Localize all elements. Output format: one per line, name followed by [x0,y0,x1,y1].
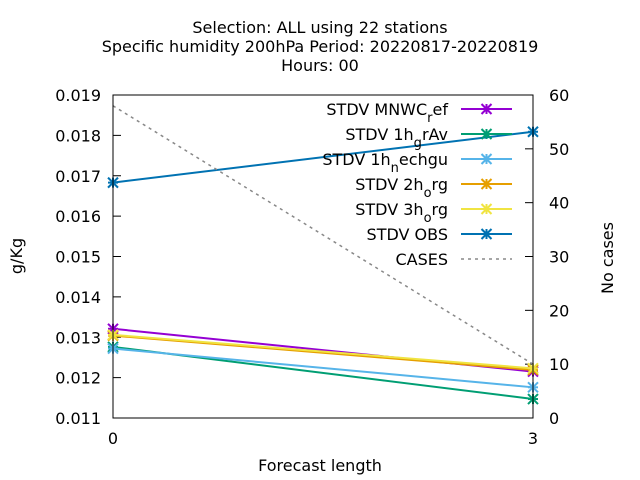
series-line-4 [112,333,534,370]
chart-title-line-1: Selection: ALL using 22 stations [192,18,447,37]
chart-title-line-3: Hours: 00 [281,56,359,75]
legend-label-3: STDV 2horg [355,175,448,201]
series-layer [107,105,539,405]
y-tick-label: 0.012 [55,369,101,388]
y-tick-label: 0.017 [55,167,101,186]
y2-tick-label: 0 [549,409,559,428]
chart-title-line-2: Specific humidity 200hPa Period: 2022081… [102,37,539,56]
legend-label-5: STDV OBS [367,225,448,244]
legend-marker-5 [480,228,493,240]
y2-tick-label: 20 [549,301,569,320]
y-axis-ticks: 0.011 0.012 0.013 0.014 0.015 0.016 0.017 0.018… [55,86,121,428]
series-line-2 [112,347,534,389]
y-axis-label: g/Kg [7,238,26,274]
legend-label-2: STDV 1hnechgu [322,150,448,176]
y-tick-label: 0.014 [55,288,101,307]
legend-label-6: CASES [395,250,448,269]
y-tick-label: 0.018 [55,126,101,145]
legend-marker-2 [480,153,493,165]
y-tick-label: 0.016 [55,207,101,226]
legend-label-0: STDV MNWCref [326,100,448,126]
legend-marker-4 [480,203,493,215]
legend-marker-0 [480,103,493,115]
y2-tick-label: 40 [549,194,569,213]
plot-frame [112,94,534,419]
legend-marker-1 [480,128,493,140]
y2-axis-label: No cases [598,222,617,294]
series-line-5 [112,130,534,184]
legend-marker-3 [480,178,493,190]
legend-label-1: STDV 1hgrAv [345,125,448,151]
legend-label-4: STDV 3horg [355,200,448,226]
x-tick-label: 0 [108,429,118,448]
y-tick-label: 0.015 [55,248,101,267]
y2-axis-ticks: 0 10 20 30 40 50 60 [525,86,569,428]
y-tick-label: 0.013 [55,328,101,347]
y2-tick-label: 50 [549,140,569,159]
x-axis-label: Forecast length [258,456,382,475]
x-tick-label: 3 [528,429,538,448]
y2-tick-label: 10 [549,355,569,374]
y2-tick-label: 30 [549,248,569,267]
y2-tick-label: 60 [549,86,569,105]
y-tick-label: 0.011 [55,409,101,428]
y-tick-label: 0.019 [55,86,101,105]
series-line-6 [112,105,534,365]
